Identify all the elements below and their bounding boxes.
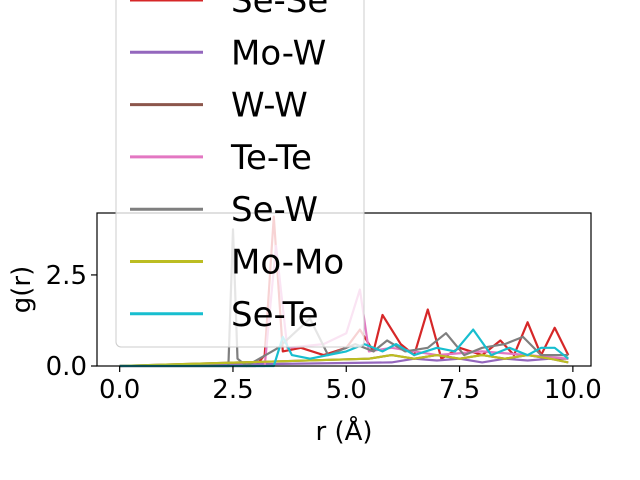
legend-entry: Te-Te [230, 138, 312, 178]
series-line-mo-mo [119, 354, 569, 368]
x-tick-label: 5.0 [326, 375, 367, 405]
legend-entry: Se-Te [231, 295, 319, 335]
y-axis-label: g(r) [7, 266, 37, 313]
legend-entry: Mo-W [231, 33, 326, 73]
series-line-se-te [119, 328, 569, 368]
legend-entry: W-W [231, 86, 308, 126]
series-line-se-w [119, 228, 569, 368]
x-tick-label: 7.5 [439, 375, 480, 405]
y-tick-label: 0.0 [46, 352, 87, 382]
x-tick-label: 2.5 [212, 375, 253, 405]
y-tick-label: 2.5 [46, 261, 87, 291]
axis-ticks: 0.0 2.5 5.0 7.5 10.0 0.0 2.5 [46, 261, 602, 405]
x-tick-label: 10.0 [544, 375, 602, 405]
x-tick-label: 0.0 [99, 375, 140, 405]
legend-entry: Se-Se [231, 0, 328, 21]
legend-entry: Se-W [231, 190, 318, 230]
x-axis-label: r (Å) [315, 415, 372, 447]
series-line-mo-w [119, 357, 569, 368]
legend-entry: Mo-Mo [231, 243, 344, 283]
legend: Se-Se Mo-W W-W Te-Te Se-W Mo-Mo Se-Te [115, 0, 365, 348]
